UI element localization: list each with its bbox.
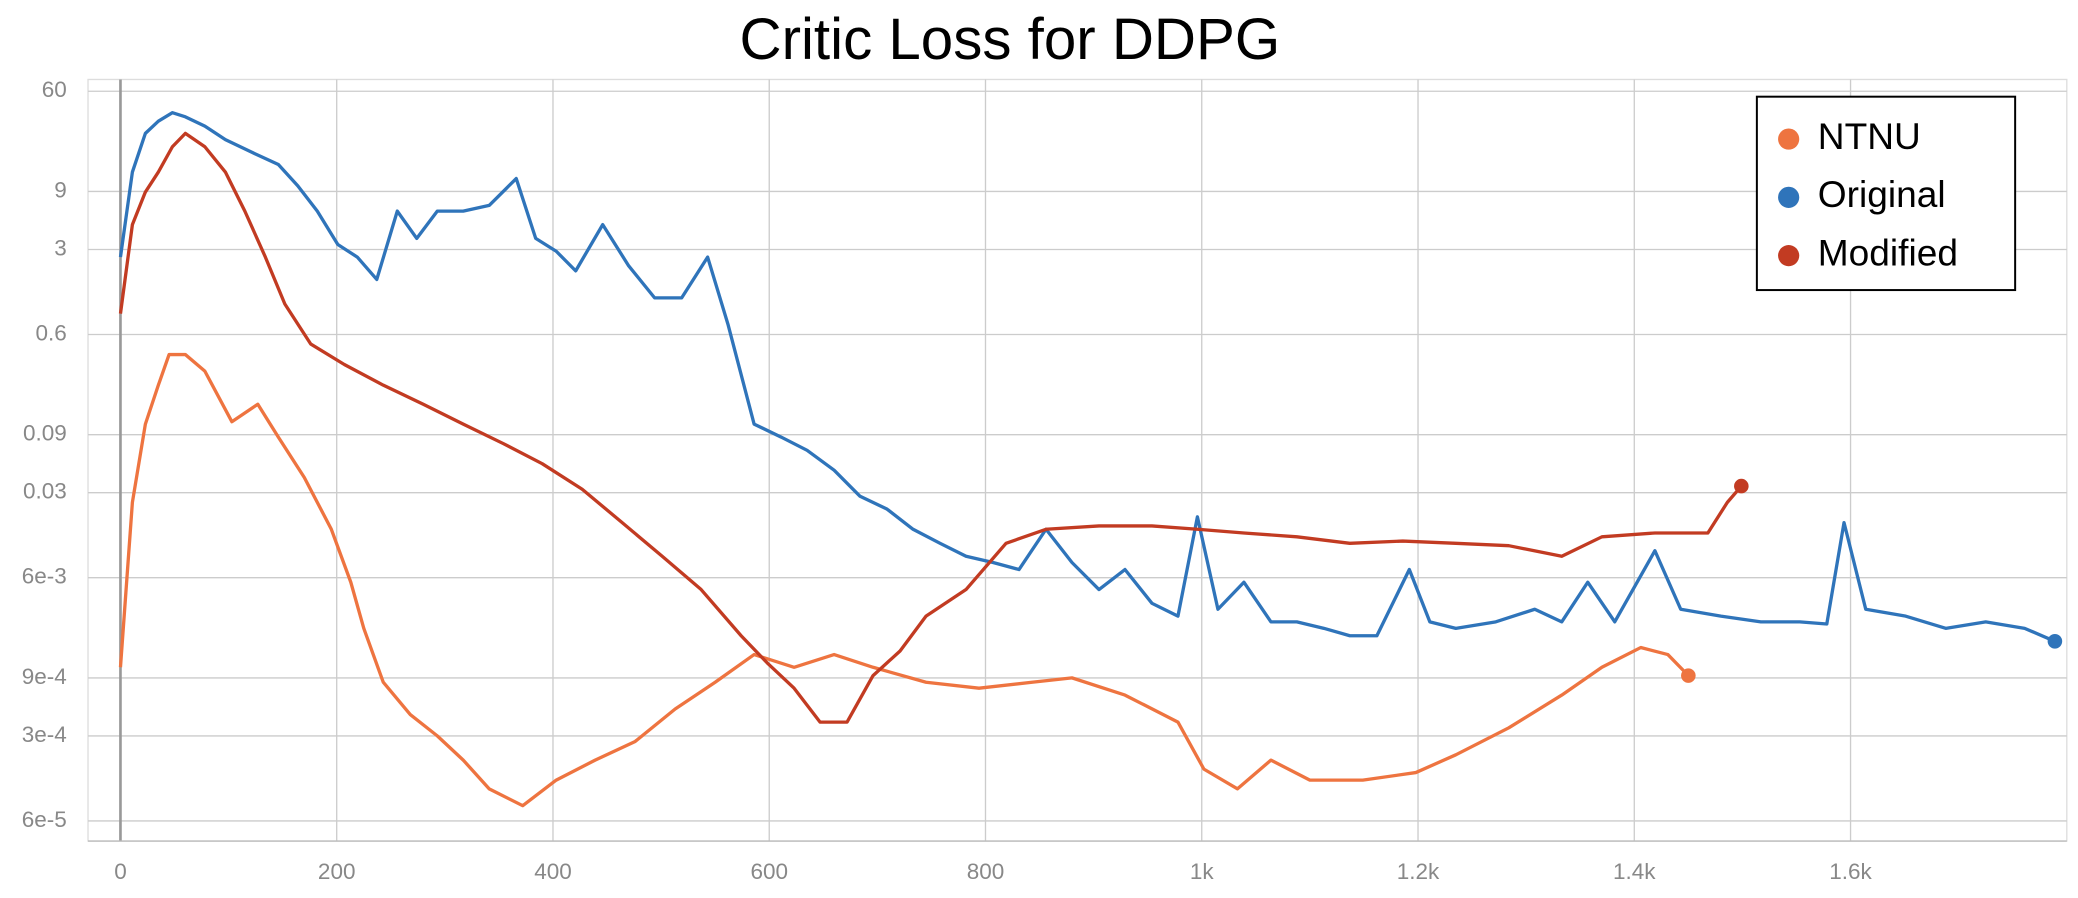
y-tick-label: 3	[54, 235, 67, 260]
series-line	[118, 111, 2056, 643]
x-tick-label: 1.4k	[1613, 859, 1656, 884]
legend-marker	[1778, 186, 1800, 208]
x-tick-label: 400	[534, 859, 572, 884]
x-tick-label: 0	[114, 859, 127, 884]
y-tick-label: 9	[54, 177, 67, 202]
y-tick-label: 0.09	[23, 421, 67, 446]
chart-title: Critic Loss for DDPG	[740, 7, 1281, 72]
y-tick-label: 6e-3	[22, 564, 67, 589]
y-tick-label: 60	[42, 77, 67, 102]
legend-marker	[1778, 245, 1800, 267]
series-line	[118, 131, 1743, 724]
x-tick-label: 800	[967, 859, 1005, 884]
x-tick-label: 1k	[1190, 859, 1215, 884]
legend-marker	[1778, 128, 1800, 150]
legend-box	[1755, 95, 2017, 292]
legend-label: Modified	[1818, 231, 1958, 273]
x-tick-label: 600	[750, 859, 788, 884]
y-tick-label: 0.03	[23, 479, 67, 504]
x-tick-label: 200	[318, 859, 356, 884]
y-tick-label: 0.6	[36, 320, 67, 345]
y-tick-label: 9e-4	[22, 664, 67, 689]
x-tick-label: 1.2k	[1397, 859, 1440, 884]
legend-label: Original	[1818, 173, 1946, 215]
x-tick-label: 1.6k	[1829, 859, 1872, 884]
y-tick-label: 3e-4	[22, 722, 67, 747]
end-marker	[1681, 668, 1696, 683]
end-marker	[1734, 478, 1749, 494]
legend-label: NTNU	[1818, 115, 1921, 157]
end-marker	[2047, 634, 2063, 649]
series-line	[118, 352, 1690, 808]
y-tick-label: 6e-5	[22, 807, 67, 832]
